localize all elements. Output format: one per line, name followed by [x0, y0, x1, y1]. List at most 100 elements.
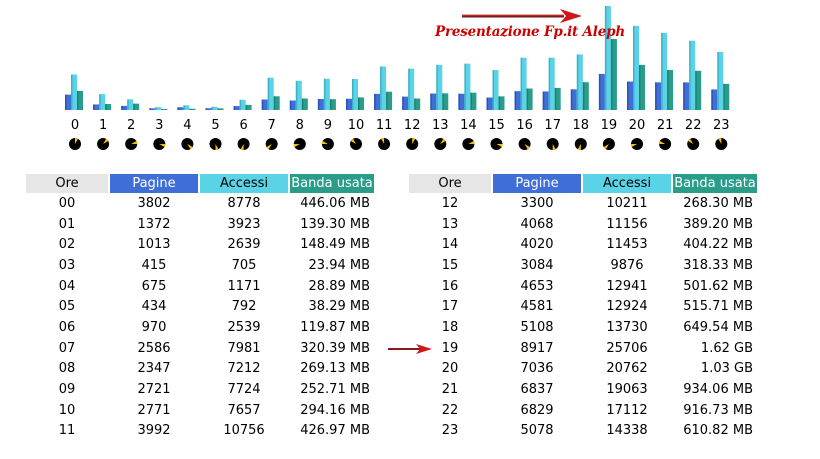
bar-edge [655, 82, 657, 110]
bar-accessi [661, 32, 668, 111]
clock-icon [181, 138, 194, 150]
bar-edge [667, 70, 669, 110]
cell-accessi: 17112 [606, 402, 648, 418]
cell-ore: 17 [441, 299, 459, 315]
bar-edge [570, 89, 573, 110]
bar-edge [723, 83, 725, 110]
cell-banda: 148.49 MB [300, 237, 370, 253]
tick-label: 0 [71, 118, 79, 133]
cell-banda: 916.73 MB [683, 402, 753, 418]
bar-accessi [604, 6, 611, 110]
bar-edge [542, 91, 545, 110]
bar-edge [261, 99, 264, 110]
cell-accessi: 12924 [606, 299, 648, 315]
cell-pagine: 675 [141, 278, 167, 294]
bar-edge [205, 108, 207, 110]
cell-accessi: 19063 [606, 382, 648, 398]
cell-accessi: 10756 [223, 423, 265, 439]
cell-ore: 22 [441, 402, 459, 418]
bar-edge [598, 73, 601, 110]
cell-ore: 12 [441, 195, 459, 211]
chart-title: Presentazione Fp.it Aleph [435, 24, 625, 40]
bar-pagine [711, 89, 718, 110]
table-row: 07 2586 7981 320.39 MB [26, 338, 374, 359]
clock-icon [378, 138, 391, 150]
bar-edge [464, 63, 466, 110]
bar-pagine [233, 106, 240, 110]
bar-accessi [127, 99, 134, 110]
header-banda: Banda usata [673, 174, 757, 193]
bar-edge [217, 108, 219, 110]
cell-pagine: 2721 [137, 382, 171, 398]
bar-banda-usata [245, 104, 252, 110]
tick-label: 23 [713, 118, 730, 133]
cell-banda: 515.71 MB [683, 299, 753, 315]
bar-pagine [374, 93, 381, 110]
bar-edge [211, 106, 213, 110]
bar-edge [695, 70, 697, 110]
bar-edge [520, 57, 523, 110]
bar-edge [301, 98, 304, 110]
table-row: 17 4581 12924 515.71 MB [409, 296, 757, 317]
bar-accessi [211, 106, 218, 110]
bar-banda-usata [189, 108, 196, 110]
bar-pagine [486, 97, 493, 110]
bar-banda-usata [667, 70, 674, 110]
bar-edge [177, 107, 179, 110]
table-row: 05 434 792 38.29 MB [26, 296, 374, 317]
cell-accessi: 792 [231, 299, 257, 315]
header-ore: Ore [409, 174, 491, 193]
bar-banda-usata [329, 99, 336, 110]
bar-edge [149, 108, 151, 110]
cell-ore: 02 [58, 237, 76, 253]
bar-edge [458, 93, 460, 110]
bar-edge [245, 104, 248, 110]
bar-pagine [655, 82, 662, 110]
cell-pagine: 4020 [520, 237, 554, 253]
cell-pagine: 8917 [520, 340, 554, 356]
cell-ore: 07 [58, 340, 76, 356]
bar-edge [661, 32, 663, 111]
cell-pagine: 3300 [520, 195, 554, 211]
cell-banda: 23.94 MB [308, 257, 370, 273]
bar-edge [65, 94, 67, 110]
cell-banda: 38.29 MB [308, 299, 370, 315]
hours-table-right: Ore Pagine Accessi Banda usata 12 3300 102… [407, 174, 759, 441]
cell-accessi: 7981 [227, 340, 261, 356]
cell-pagine: 4581 [520, 299, 554, 315]
table-header-row: Ore Pagine Accessi Banda usata [26, 174, 374, 193]
bar-edge [402, 96, 404, 110]
bar-pagine [458, 93, 465, 110]
cell-accessi: 20762 [606, 361, 648, 377]
bar-edge [133, 103, 135, 110]
bar-edge [358, 97, 360, 110]
tick-label: 21 [657, 118, 674, 133]
bar-edge [267, 77, 270, 110]
header-pagine: Pagine [110, 174, 198, 193]
cell-accessi: 8778 [227, 195, 261, 211]
cell-banda: 268.30 MB [683, 195, 753, 211]
bar-edge [442, 93, 444, 110]
table-row: 14 4020 11453 404.22 MB [409, 234, 757, 255]
header-accessi: Accessi [200, 174, 288, 193]
bar-edge [155, 107, 157, 110]
tick-label: 20 [629, 118, 646, 133]
table-row: 19 8917 25706 1.62 GB [409, 338, 757, 359]
cell-banda: 28.89 MB [308, 278, 370, 294]
clock-icon [97, 138, 110, 150]
header-ore: Ore [26, 174, 108, 193]
bar-edge [492, 70, 494, 110]
bar-edge [639, 64, 641, 110]
cell-banda: 446.06 MB [300, 195, 370, 211]
tick-label: 5 [211, 118, 219, 133]
red-arrow-icon [462, 9, 582, 23]
bar-banda-usata [582, 82, 589, 110]
bar-edge [430, 93, 432, 110]
bar-pagine [261, 99, 268, 110]
bar-edge [239, 99, 242, 110]
cell-pagine: 6829 [520, 402, 554, 418]
clock-icon [631, 138, 643, 150]
cell-ore: 11 [58, 423, 76, 439]
bar-edge [380, 66, 382, 110]
bar-banda-usata [442, 93, 449, 110]
